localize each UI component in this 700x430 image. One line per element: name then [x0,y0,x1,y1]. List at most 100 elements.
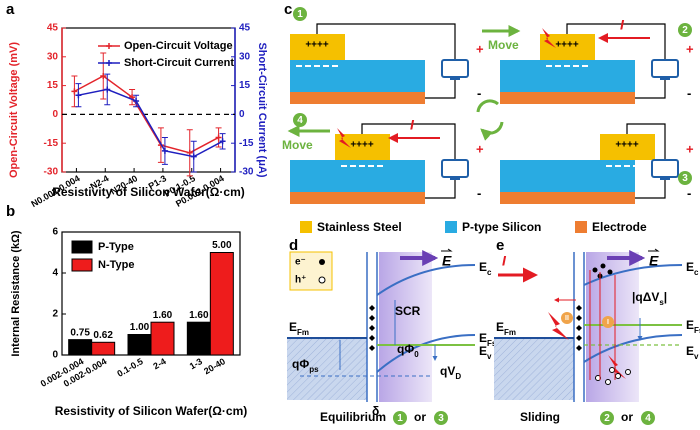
step-number: 4 [297,115,303,126]
value-label: 1.60 [189,310,209,321]
metal-fill [494,338,574,400]
monitor-stand [660,177,670,180]
state [369,305,375,311]
current-label: I [502,253,507,269]
x-tick-label: 1-3 [188,356,204,371]
panel-label: b [6,203,15,220]
point [75,92,82,99]
y2-tick-label: 30 [239,51,251,62]
y2-tick-label: -30 [239,167,254,178]
charges: ++++ [615,140,639,151]
bar [150,321,175,356]
step-number: 2 [682,25,688,36]
value-label: 0.75 [70,327,90,338]
scr-label: SCR [395,304,421,318]
legend-label: Open-Circuit Voltage [124,40,233,52]
label-main: E [686,344,694,358]
value-label: 5.00 [212,240,232,251]
energy-arrows [339,300,435,370]
bar [186,321,211,356]
monitor-stand [450,77,460,80]
electron-dot [319,259,325,265]
move-label: Move [282,138,313,152]
label-main: qΦ [397,342,414,356]
monitor-stand [660,77,670,80]
state [369,335,375,341]
value-label: 0.62 [93,330,113,341]
current-label: I [410,117,415,133]
label-sub: Fs [694,326,700,335]
hole-key: h⁺ [295,275,306,286]
monitor [651,59,679,78]
y-tick-label: 4 [52,268,58,279]
panel-label: c [284,1,292,18]
point [190,153,197,160]
electrode [500,192,635,204]
label: Ev [479,344,492,360]
valence-band [583,334,683,363]
label-sub: v [487,352,492,361]
label: Ev [686,344,699,360]
steel [335,134,390,160]
step-number-badge [641,411,655,425]
label-end: | [664,290,667,304]
step-number: 1 [397,413,403,424]
electrode [290,192,425,204]
label-sub: c [694,268,699,277]
spark [337,128,351,148]
step-number: 3 [682,173,688,184]
path-badge [561,312,573,324]
label-sub: ps [309,365,319,374]
electron [607,269,613,275]
label-main: E [496,320,504,334]
electron-key: e⁻ [295,257,306,268]
wire [316,23,456,99]
panel-label: d [289,237,298,254]
step-number-badge [678,23,692,37]
label-sub: Fm [297,328,309,337]
label: qΦ0 [397,342,419,358]
point [219,138,226,145]
step-number-badge [293,113,307,127]
conduction-band [583,264,683,286]
label-sub: c [487,268,492,277]
label: |qΔVs| [632,290,667,306]
vector-arrow [441,248,453,252]
legend-swatch [575,221,587,233]
step-number: 3 [438,413,444,424]
steel [600,134,655,160]
carrier-key [289,251,333,291]
step-number-badge [678,171,692,185]
label-main: E [686,260,694,274]
state [576,345,582,351]
label-sub: Fs [487,339,497,348]
electrode [500,92,635,104]
monitor [441,159,469,178]
charges: ++++ [555,40,579,51]
x-axis-title: Resistivity of Silicon Wafer(Ω·cm) [55,404,248,418]
y-axis-title: Internal Resistance (kΩ) [10,230,22,357]
metal-fill [287,338,367,400]
hole [625,369,631,375]
current-label: I [620,17,625,33]
x-tick-label: 0.1-0.5 [115,356,144,379]
legend-swatch [71,258,93,272]
move-label: Move [488,38,519,52]
wire [566,23,666,99]
minus-sign: - [687,85,691,100]
value-label: 1.60 [153,310,173,321]
silicon [290,160,425,192]
legend-marker [106,43,112,49]
legend-label: Stainless Steel [317,220,402,234]
state [576,305,582,311]
step-number-badge [293,7,307,21]
step-number-badge [393,411,407,425]
bar [91,341,116,356]
label: Ec [479,260,492,276]
y-axis-title: Open-Circuit Voltage (mV) [8,42,20,178]
minus-sign: - [477,85,481,100]
legend-marker [106,60,112,66]
electron [600,263,606,269]
label: qVD [440,364,461,380]
y-tick-label: 2 [52,309,58,320]
